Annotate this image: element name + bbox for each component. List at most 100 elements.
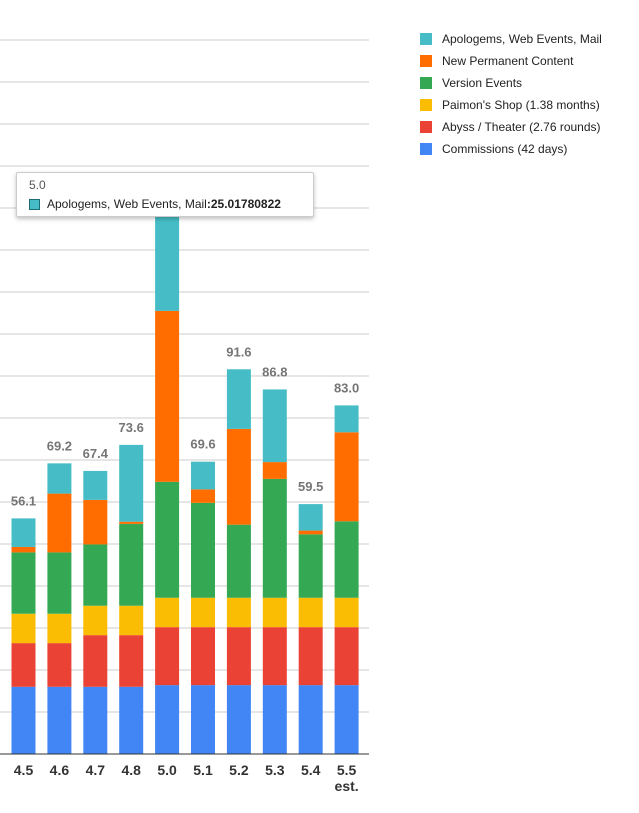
bar-segment <box>226 428 251 525</box>
bar-segment <box>298 685 323 754</box>
bar-segment <box>262 389 287 463</box>
x-tick-label: 5.3 <box>265 762 285 778</box>
bar-segment <box>47 613 72 644</box>
bar-segment <box>83 470 108 500</box>
total-label: 69.2 <box>47 438 72 453</box>
bar-segment <box>119 521 144 524</box>
bar-segment <box>11 552 36 614</box>
bar-segment <box>83 605 108 636</box>
bar-segment <box>262 462 287 479</box>
bar-segment <box>226 524 251 598</box>
bar-segment <box>226 685 251 754</box>
bar-segment <box>11 518 36 547</box>
bar-segment <box>47 643 72 687</box>
bar-segment <box>191 685 215 754</box>
bar-segment <box>47 686 72 754</box>
bar-segment <box>334 405 359 433</box>
bar-segment <box>226 627 251 686</box>
bar-segment <box>262 478 287 598</box>
bar-segment <box>298 534 323 598</box>
bars <box>11 205 359 754</box>
bar-segment <box>155 205 180 311</box>
bar-segment <box>11 546 36 553</box>
legend-item[interactable]: Abyss / Theater (2.76 rounds) <box>420 116 602 138</box>
tooltip: 5.0 Apologems, Web Events, Mail: 25.0178… <box>16 172 314 217</box>
bar-segment <box>47 493 72 553</box>
legend-swatch <box>420 99 432 111</box>
total-label: 69.6 <box>190 437 215 452</box>
x-tick-label: 4.8 <box>121 762 141 778</box>
total-label: 59.5 <box>298 479 323 494</box>
tooltip-value: 25.01780822 <box>210 197 281 211</box>
bar-segment <box>191 461 215 490</box>
legend-swatch <box>420 121 432 133</box>
bar-segment <box>11 643 36 687</box>
tooltip-separator: : <box>206 197 211 211</box>
total-label: 73.6 <box>119 420 144 435</box>
x-tick-label: 4.6 <box>50 762 70 778</box>
bar-segment <box>11 686 36 754</box>
x-tick-labels: 4.5 4.6 4.7 4.8 5.0 5.1 5.2 5.3 5.4 5.5 est. <box>14 762 359 794</box>
bar-segment <box>83 686 108 754</box>
legend-label: Version Events <box>442 76 523 90</box>
x-tick-label: 5.0 <box>157 762 177 778</box>
bar-segment <box>11 613 36 644</box>
bar-segment <box>155 597 180 628</box>
x-tick-label: 5.4 <box>301 762 321 778</box>
legend-label: Abyss / Theater (2.76 rounds) <box>442 120 601 134</box>
legend-swatch <box>420 55 432 67</box>
bar-segment <box>298 530 323 535</box>
bar-segment <box>119 605 144 636</box>
legend: Apologems, Web Events, Mail New Permanent… <box>420 28 602 160</box>
tooltip-swatch <box>29 198 40 210</box>
legend-item[interactable]: Version Events <box>420 72 602 94</box>
legend-swatch <box>420 33 432 45</box>
total-label: 83.0 <box>334 380 359 395</box>
tooltip-row: Apologems, Web Events, Mail: 25.01780822 <box>29 197 301 211</box>
bar-segment <box>119 635 144 687</box>
bar-segment <box>298 597 323 628</box>
bar-segment <box>262 685 287 754</box>
x-tick-label: 5.5 est. <box>335 762 359 794</box>
bar-segment <box>119 523 144 606</box>
bar-segment <box>226 597 251 628</box>
legend-swatch <box>420 77 432 89</box>
legend-swatch <box>420 143 432 155</box>
legend-label: Apologems, Web Events, Mail <box>442 32 602 46</box>
bar-segment <box>191 502 215 598</box>
bar-segment <box>83 635 108 687</box>
total-labels: 56.1 69.2 67.4 73.6 69.6 91.6 86.8 59.5 83.0 <box>11 344 359 508</box>
bar-segment <box>47 463 72 494</box>
legend-item[interactable]: Paimon's Shop (1.38 months) <box>420 94 602 116</box>
bar-segment <box>298 627 323 686</box>
bar-segment <box>119 686 144 754</box>
legend-item[interactable]: New Permanent Content <box>420 50 602 72</box>
bar-segment <box>83 544 108 606</box>
bar-segment <box>191 489 215 503</box>
legend-item[interactable]: Apologems, Web Events, Mail <box>420 28 602 50</box>
bar-segment <box>191 597 215 628</box>
total-label: 86.8 <box>262 364 287 379</box>
legend-label: Commissions (42 days) <box>442 142 568 156</box>
bar-segment <box>83 499 108 545</box>
x-tick-label: 5.1 <box>193 762 213 778</box>
x-tick-label: 4.5 <box>14 762 34 778</box>
bar-segment <box>262 597 287 628</box>
bar-segment <box>262 627 287 686</box>
bar-segment <box>334 597 359 628</box>
tooltip-series-name: Apologems, Web Events, Mail <box>47 197 207 211</box>
bar-segment <box>155 310 180 482</box>
bar-segment <box>119 444 144 522</box>
legend-label: New Permanent Content <box>442 54 574 68</box>
total-label: 56.1 <box>11 493 36 508</box>
bar-segment <box>334 685 359 754</box>
bar-segment <box>334 432 359 522</box>
legend-label: Paimon's Shop (1.38 months) <box>442 98 600 112</box>
legend-item[interactable]: Commissions (42 days) <box>420 138 602 160</box>
tooltip-title: 5.0 <box>29 178 46 192</box>
bar-segment <box>334 521 359 598</box>
x-tick-label: 5.2 <box>229 762 249 778</box>
total-label: 67.4 <box>83 446 109 461</box>
x-tick-label: 4.7 <box>86 762 106 778</box>
bar-segment <box>191 627 215 686</box>
